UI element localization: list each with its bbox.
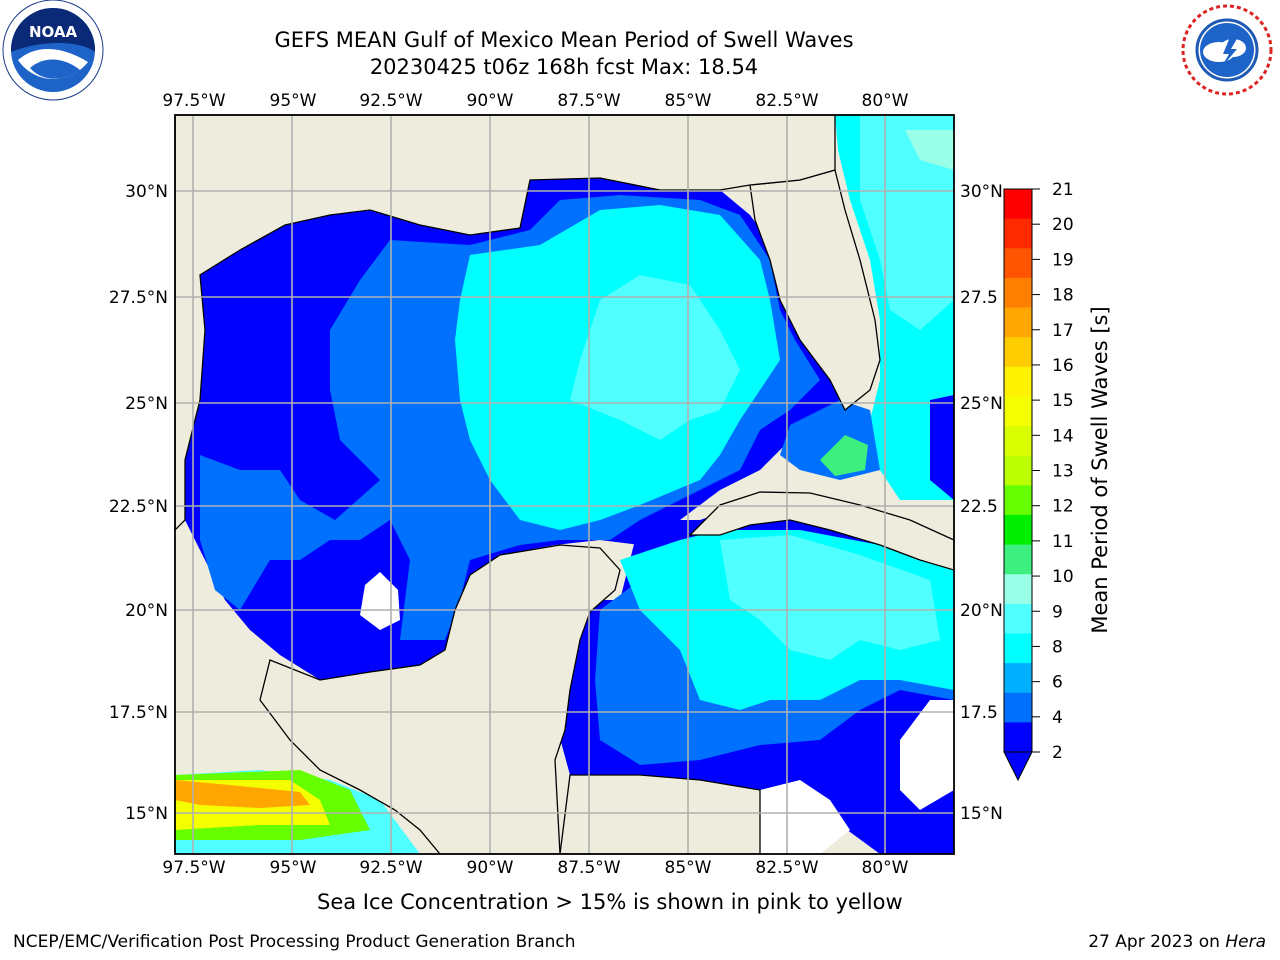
lon-label-bottom: 97.5°W <box>162 858 225 878</box>
colorbar-band <box>1004 722 1032 753</box>
colorbar-ticks: 21 20 19 18 17 16 15 14 13 12 11 10 9 8 6 4 2 <box>1032 180 1074 763</box>
lon-label-top: 92.5°W <box>359 91 422 111</box>
lat-label-left: 25°N <box>125 394 168 414</box>
colorbar-tick-label: 12 <box>1052 497 1074 517</box>
central-america <box>559 774 761 854</box>
colorbar-tick-label: 17 <box>1052 321 1074 341</box>
colorbar-band <box>1004 307 1032 338</box>
lat-label-right: 17.5 <box>960 703 998 723</box>
colorbar-band <box>1004 692 1032 723</box>
lon-label-bottom: 87.5°W <box>557 858 620 878</box>
atlantic-light <box>860 115 954 330</box>
lat-label-left: 30°N <box>125 182 168 202</box>
gulf-light-cyan <box>570 275 740 440</box>
lat-label-left: 22.5°N <box>109 497 168 517</box>
lat-label-right: 25°N <box>960 394 1003 414</box>
colorbar-tick-label: 11 <box>1052 532 1074 552</box>
colorbar-band <box>1004 189 1032 220</box>
colorbar-tick-label: 13 <box>1052 462 1074 482</box>
lon-label-top: 85°W <box>665 91 712 111</box>
colorbar-band <box>1004 337 1032 368</box>
colorbar-label: Mean Period of Swell Waves [s] <box>1088 306 1112 634</box>
colorbar-band <box>1004 544 1032 575</box>
lat-label-right: 20°N <box>960 601 1003 621</box>
pacific-orange <box>175 780 310 808</box>
run-date: 27 Apr 2023 on Hera <box>1088 932 1266 952</box>
colorbar <box>1003 188 1033 782</box>
colorbar-tick-label: 8 <box>1052 637 1063 657</box>
colorbar-band <box>1004 366 1032 397</box>
colorbar-tick-label: 21 <box>1052 180 1074 200</box>
lat-label-right: 30°N <box>960 182 1003 202</box>
lat-label-left: 20°N <box>125 601 168 621</box>
colorbar-tick-label: 19 <box>1052 250 1074 270</box>
lon-label-top: 80°W <box>862 91 909 111</box>
colorbar-band <box>1004 277 1032 309</box>
lon-label-top: 90°W <box>467 91 514 111</box>
colorbar-tick-label: 6 <box>1052 673 1063 693</box>
colorbar-band <box>1004 663 1032 694</box>
yucatan-peninsula <box>259 544 621 854</box>
lon-label-top: 97.5°W <box>162 91 225 111</box>
bahamas-blue <box>930 395 954 500</box>
lon-label-bottom: 90°W <box>467 858 514 878</box>
colorbar-band <box>1004 633 1032 664</box>
bahamas-green <box>820 435 868 476</box>
lat-label-right: 15°N <box>960 804 1003 824</box>
colorbar-tick-label: 2 <box>1052 743 1063 763</box>
credit-text: NCEP/EMC/Verification Post Processing Pr… <box>13 932 576 952</box>
lon-label-bottom: 82.5°W <box>755 858 818 878</box>
florida <box>749 169 881 412</box>
colorbar-tick-label: 9 <box>1052 602 1063 622</box>
nws-logo <box>1181 4 1273 96</box>
chart-subtitle: 20230425 t06z 168h fcst Max: 18.54 <box>369 55 759 79</box>
lon-label-bottom: 95°W <box>270 858 317 878</box>
colorbar-band <box>1004 574 1032 605</box>
machine-name: Hera <box>1225 932 1266 952</box>
sea-ice-note: Sea Ice Concentration > 15% is shown in … <box>317 890 903 914</box>
cuba <box>688 491 954 571</box>
noaa-logo: NOAA <box>2 0 104 101</box>
colorbar-band <box>1004 248 1032 279</box>
colorbar-band <box>1004 603 1032 634</box>
run-date-text: 27 Apr 2023 on <box>1088 932 1220 952</box>
atlantic-light <box>905 130 954 170</box>
lon-label-top: 87.5°W <box>557 91 620 111</box>
colorbar-band <box>1004 426 1032 457</box>
missing-data-patch <box>760 780 850 854</box>
missing-data-patch <box>900 700 954 810</box>
chart-title: GEFS MEAN Gulf of Mexico Mean Period of … <box>274 28 854 52</box>
colorbar-band <box>1004 396 1032 427</box>
lat-label-right: 22.5 <box>960 497 998 517</box>
noaa-logo-text: NOAA <box>29 23 78 41</box>
colorbar-band <box>1004 514 1032 546</box>
colorbar-tick-label: 4 <box>1052 708 1063 728</box>
colorbar-band <box>1004 218 1032 249</box>
lon-label-bottom: 92.5°W <box>359 858 422 878</box>
colorbar-tick-label: 20 <box>1052 215 1074 235</box>
lat-label-right: 27.5 <box>960 288 998 308</box>
lon-label-bottom: 85°W <box>665 858 712 878</box>
lon-label-top: 95°W <box>270 91 317 111</box>
lat-label-left: 27.5°N <box>109 288 168 308</box>
us-gulf-coast <box>175 115 836 531</box>
colorbar-band <box>1004 455 1032 486</box>
lat-label-left: 17.5°N <box>109 703 168 723</box>
lon-label-top: 82.5°W <box>755 91 818 111</box>
colorbar-tick-label: 18 <box>1052 286 1074 306</box>
lat-label-left: 15°N <box>125 804 168 824</box>
colorbar-band <box>1004 485 1032 516</box>
missing-data-patch <box>360 572 400 630</box>
colorbar-tick-label: 16 <box>1052 356 1074 376</box>
gridlines <box>175 115 954 854</box>
map-frame <box>174 114 955 855</box>
lon-label-bottom: 80°W <box>862 858 909 878</box>
colorbar-tick-label: 15 <box>1052 391 1074 411</box>
colorbar-extend-arrow <box>1003 751 1033 782</box>
colorbar-tick-label: 10 <box>1052 567 1074 587</box>
colorbar-tick-label: 14 <box>1052 426 1074 446</box>
